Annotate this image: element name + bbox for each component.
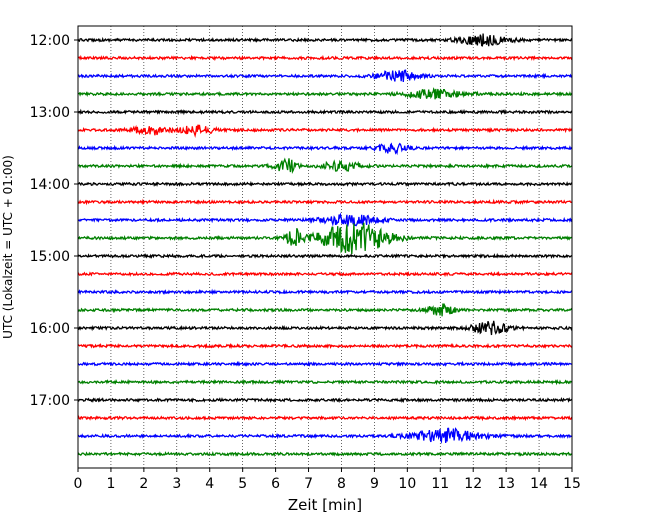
trace-1645: [77, 378, 573, 386]
x-tick-label: 12: [464, 476, 482, 492]
x-axis-ticks: 0 1 2 3 4 5 6 7 8 9 10 11 12 13 14 15: [74, 468, 581, 492]
x-tick-label: 2: [139, 476, 148, 492]
x-tick-label: 4: [205, 476, 214, 492]
y-tick-label: 15:00: [30, 249, 70, 265]
trace-1630: [77, 360, 573, 368]
trace-1715: [77, 414, 573, 422]
trace-1230: [77, 69, 573, 82]
x-tick-label: 14: [530, 476, 548, 492]
y-tick-label: 13:00: [30, 105, 70, 121]
trace-1400: [77, 180, 573, 188]
trace-1300: [77, 108, 573, 116]
x-tick-label: 6: [271, 476, 280, 492]
x-tick-label: 0: [74, 476, 83, 492]
trace-1245: [77, 87, 573, 100]
x-tick-label: 15: [563, 476, 581, 492]
trace-1600: [77, 320, 573, 336]
plot-frame: [77, 25, 573, 469]
trace-1330: [77, 142, 573, 156]
trace-1615: [77, 342, 573, 350]
trace-1430: [77, 212, 573, 227]
x-tick-label: 8: [337, 476, 346, 492]
trace-1730: [77, 427, 573, 444]
x-tick-label: 7: [304, 476, 313, 492]
trace-1215: [77, 54, 573, 62]
y-tick-label: 16:00: [30, 321, 70, 337]
trace-1315: [77, 124, 573, 138]
y-axis-ticks: 12:00 13:00 14:00 15:00 16:00 17:00: [30, 33, 78, 409]
x-tick-label: 13: [497, 476, 515, 492]
y-tick-label: 14:00: [30, 177, 70, 193]
x-tick-label: 11: [431, 476, 449, 492]
x-tick-label: 5: [238, 476, 247, 492]
trace-1745: [77, 450, 573, 458]
y-axis-label: UTC (Lokalzeit = UTC + 01:00): [1, 155, 15, 339]
trace-lines: [77, 33, 573, 458]
x-tick-label: 1: [106, 476, 115, 492]
trace-1545: [77, 302, 573, 317]
y-tick-label: 17:00: [30, 393, 70, 409]
trace-1345: [77, 157, 573, 175]
trace-1415: [77, 198, 573, 206]
trace-1530: [77, 288, 573, 296]
vertical-grid-lines: [77, 26, 573, 468]
trace-1700: [77, 397, 573, 404]
x-tick-label: 10: [398, 476, 416, 492]
trace-1445: [77, 222, 573, 255]
trace-1500: [77, 252, 573, 260]
x-axis-label: Zeit [min]: [288, 496, 362, 514]
trace-1515: [77, 270, 573, 278]
trace-1200: [77, 33, 573, 47]
x-tick-label: 9: [370, 476, 379, 492]
x-tick-label: 3: [172, 476, 181, 492]
y-tick-label: 12:00: [30, 33, 70, 49]
